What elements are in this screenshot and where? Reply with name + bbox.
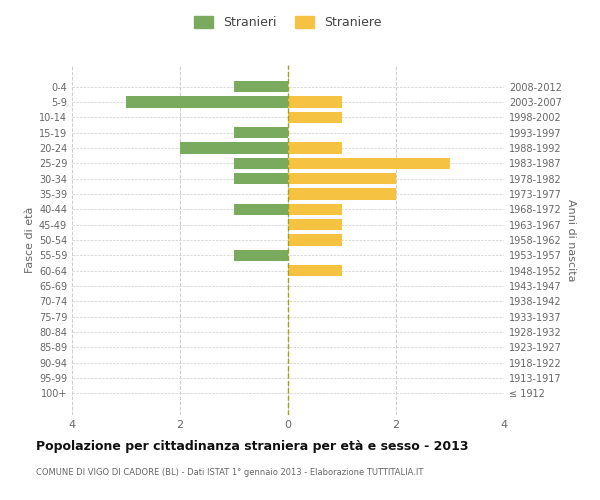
Bar xyxy=(126,96,288,108)
Text: COMUNE DI VIGO DI CADORE (BL) - Dati ISTAT 1° gennaio 2013 - Elaborazione TUTTIT: COMUNE DI VIGO DI CADORE (BL) - Dati IST… xyxy=(36,468,424,477)
Bar xyxy=(234,204,288,215)
Bar xyxy=(180,142,288,154)
Y-axis label: Anni di nascita: Anni di nascita xyxy=(566,198,575,281)
Bar xyxy=(288,265,342,276)
Bar xyxy=(234,127,288,138)
Bar xyxy=(288,96,342,108)
Bar xyxy=(288,158,450,169)
Bar xyxy=(234,81,288,92)
Bar xyxy=(288,112,342,123)
Bar xyxy=(288,204,342,215)
Bar xyxy=(234,173,288,184)
Bar xyxy=(288,188,396,200)
Bar xyxy=(288,173,396,184)
Y-axis label: Fasce di età: Fasce di età xyxy=(25,207,35,273)
Bar xyxy=(288,219,342,230)
Bar xyxy=(234,250,288,261)
Legend: Stranieri, Straniere: Stranieri, Straniere xyxy=(190,11,386,34)
Bar xyxy=(234,158,288,169)
Text: Popolazione per cittadinanza straniera per età e sesso - 2013: Popolazione per cittadinanza straniera p… xyxy=(36,440,469,453)
Bar xyxy=(288,234,342,246)
Bar xyxy=(288,142,342,154)
